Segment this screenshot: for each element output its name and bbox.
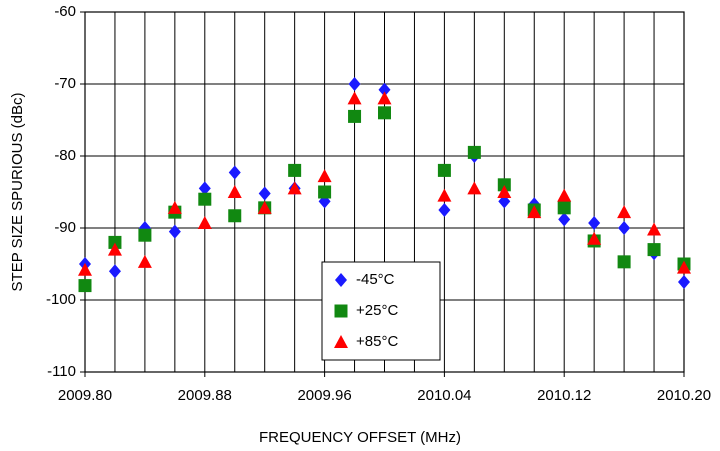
x-tick-label: 2010.20 xyxy=(657,387,711,404)
legend-marker xyxy=(335,273,347,287)
data-point xyxy=(647,222,662,236)
x-tick-label: 2009.88 xyxy=(178,387,232,404)
data-point xyxy=(318,185,332,199)
data-point xyxy=(587,231,602,245)
legend-label: -45°C xyxy=(356,271,395,288)
data-point xyxy=(78,279,92,293)
data-point xyxy=(348,109,362,123)
x-tick-label: 2009.80 xyxy=(58,387,112,404)
y-tick-label: -70 xyxy=(54,75,76,92)
data-point xyxy=(617,255,631,269)
data-point xyxy=(378,106,391,120)
legend-marker xyxy=(334,335,348,348)
data-point xyxy=(288,163,302,177)
data-point xyxy=(557,201,571,215)
data-point xyxy=(258,186,271,201)
data-point xyxy=(558,212,571,227)
data-point xyxy=(467,145,481,159)
y-axis-label: STEP SIZE SPURIOUS (dBc) xyxy=(9,93,26,292)
data-point xyxy=(198,181,211,196)
x-tick-label: 2010.12 xyxy=(537,387,591,404)
data-point xyxy=(678,275,690,289)
data-point xyxy=(228,165,241,180)
y-tick-label: -60 xyxy=(54,3,76,20)
data-point xyxy=(138,228,152,242)
data-point xyxy=(618,221,631,235)
data-point xyxy=(317,169,332,183)
data-point xyxy=(108,235,122,249)
data-point xyxy=(647,243,661,257)
data-point xyxy=(377,91,392,105)
data-point xyxy=(437,163,451,177)
data-point xyxy=(497,185,512,198)
data-point xyxy=(227,185,242,198)
x-tick-label: 2009.96 xyxy=(297,387,351,404)
y-tick-label: -110 xyxy=(47,363,76,380)
data-point xyxy=(467,181,482,195)
data-point xyxy=(257,200,272,214)
data-point xyxy=(437,188,452,202)
data-point xyxy=(197,215,212,229)
legend-label: +85°C xyxy=(356,333,398,350)
data-point xyxy=(497,178,511,192)
y-tick-label: -80 xyxy=(54,147,76,164)
data-point xyxy=(167,200,182,214)
data-point xyxy=(168,224,181,239)
x-axis-label: FREQUENCY OFFSET (MHz) xyxy=(259,429,461,446)
data-point xyxy=(78,262,92,276)
x-tick-label: 2010.04 xyxy=(417,387,471,404)
data-point xyxy=(677,260,691,274)
data-point xyxy=(438,203,451,217)
legend-label: +25°C xyxy=(356,302,398,319)
data-point xyxy=(137,254,152,268)
data-point xyxy=(107,242,122,256)
y-tick-label: -100 xyxy=(46,291,76,308)
data-point xyxy=(198,192,212,206)
y-tick-label: -90 xyxy=(54,219,76,236)
plot-frame xyxy=(84,11,685,373)
data-point xyxy=(588,215,601,230)
data-point xyxy=(557,188,572,202)
data-point xyxy=(348,77,361,91)
data-point xyxy=(108,264,121,279)
data-point xyxy=(347,91,362,105)
data-point xyxy=(228,209,242,223)
legend-marker xyxy=(334,304,348,318)
data-point xyxy=(287,181,302,195)
data-point xyxy=(527,205,542,219)
data-point xyxy=(378,82,391,97)
data-point xyxy=(617,205,632,219)
